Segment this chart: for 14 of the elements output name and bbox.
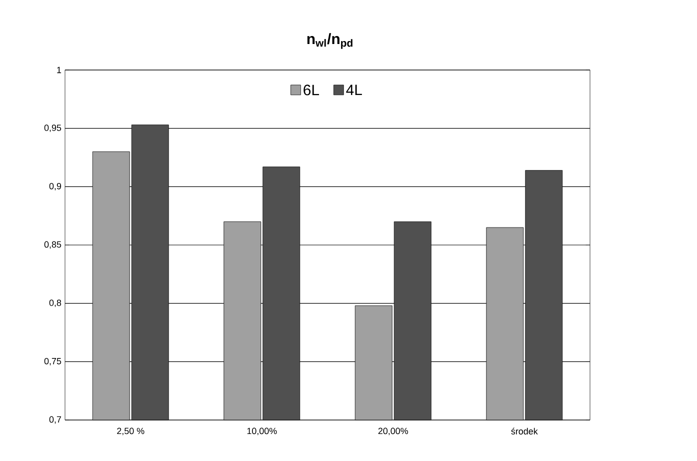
x-tick-label: środek (511, 428, 538, 434)
y-tick-label: 0,85 (44, 241, 62, 249)
y-tick-label: 0,7 (49, 416, 62, 424)
legend-label: 6L (304, 84, 320, 96)
y-tick-label: 0,9 (49, 182, 62, 190)
y-tick-label: 1 (57, 66, 62, 74)
x-tick-label: 2,50 % (117, 428, 144, 436)
x-tick-label: 20,00% (378, 428, 408, 436)
chart-title: n$_{wl}$/n$_{pd}$ (307, 33, 352, 49)
legend-label: 4L (346, 84, 362, 96)
y-tick-label: 0,8 (49, 300, 62, 308)
y-tick-label: 0,95 (44, 124, 62, 132)
x-tick-label: 10,00% (247, 428, 277, 436)
y-tick-label: 0,75 (44, 358, 62, 366)
